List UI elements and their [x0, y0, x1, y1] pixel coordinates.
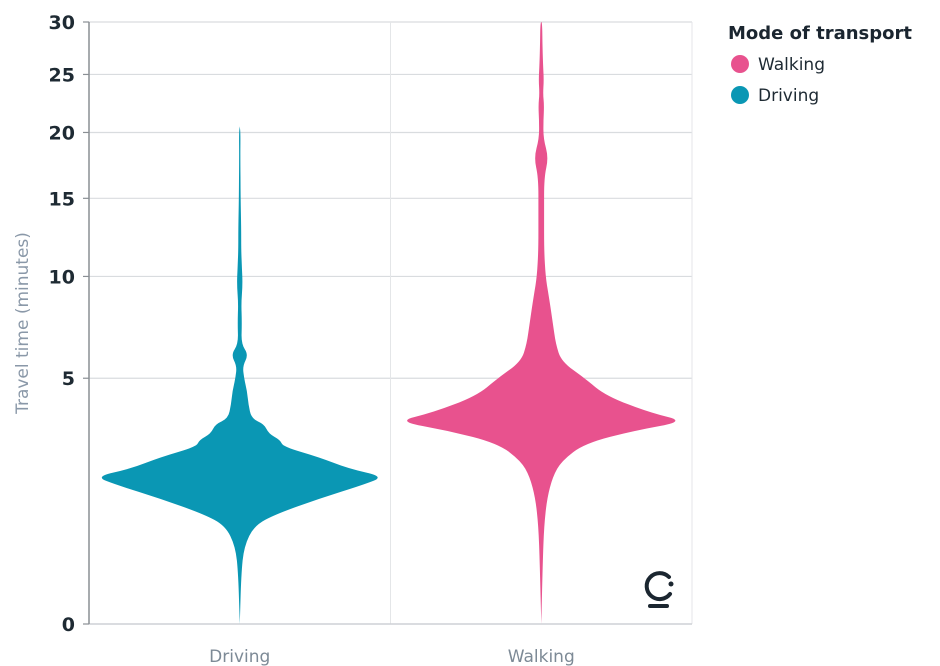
y-tick-label-5: 5 — [62, 368, 75, 390]
y-tick-label-25: 25 — [49, 64, 75, 86]
x-tick-label-walking: Walking — [508, 647, 575, 666]
brand-logo-icon — [644, 571, 674, 608]
violin-walking — [407, 22, 676, 624]
legend-title: Mode of transport — [728, 23, 912, 44]
legend-swatch-walking — [731, 55, 749, 73]
y-tick-label-0: 0 — [62, 614, 75, 636]
x-tick-labels: Driving Walking — [209, 647, 575, 666]
legend-label-walking: Walking — [758, 55, 825, 75]
y-tick-label-10: 10 — [49, 266, 75, 288]
y-tick-label-30: 30 — [49, 12, 75, 34]
y-tick-labels: 0 5 10 15 20 25 30 — [49, 12, 75, 636]
x-tick-label-driving: Driving — [209, 647, 270, 666]
violin-driving — [101, 126, 378, 625]
y-tick-label-15: 15 — [49, 188, 75, 210]
gridlines — [83, 21, 693, 625]
legend: Mode of transport Walking Driving — [728, 23, 912, 106]
legend-swatch-driving — [731, 86, 749, 104]
y-tick-label-20: 20 — [49, 122, 75, 144]
legend-label-driving: Driving — [758, 86, 819, 106]
y-axis-title: Travel time (minutes) — [13, 232, 33, 415]
violins — [101, 22, 676, 625]
